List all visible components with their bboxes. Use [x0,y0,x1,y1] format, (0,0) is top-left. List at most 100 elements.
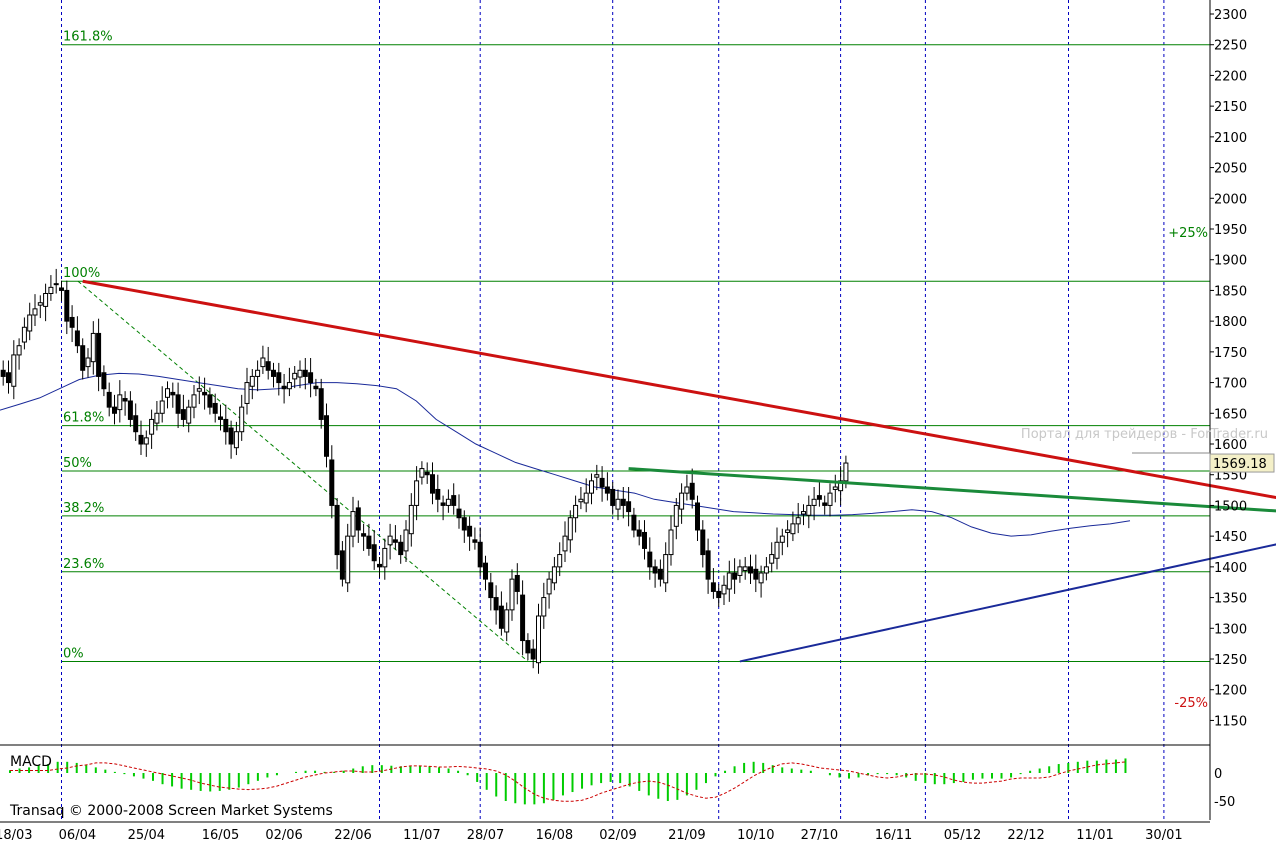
date-tick-label: 30/01 [1145,828,1182,843]
date-tick-label: 06/04 [59,828,96,843]
price-tick-label: 1650 [1214,407,1247,422]
candle-body [387,535,393,546]
price-tick-label: 2250 [1214,39,1247,54]
candle-body [461,517,467,531]
candle-body [620,498,626,506]
price-tick-label: 2150 [1214,100,1247,115]
candle-body [795,517,801,525]
candle-body [414,480,420,506]
candle-body [292,372,298,380]
candle-body [233,431,239,449]
candle-body [170,391,176,396]
last-price-value: 1569.18 [1213,457,1267,472]
candle-body [514,574,520,592]
watermark: Портал для трейдеров - ForTrader.ru [1021,427,1268,442]
candle-body [377,563,382,568]
candle-body [21,326,27,343]
candle-body [127,400,133,420]
candle-body [345,535,351,584]
fib-level-label: 100% [63,266,100,281]
candle-body [779,535,785,543]
candle-body [324,415,329,457]
candle-body [59,287,64,291]
date-tick-label: 18/03 [0,828,33,843]
candle-body [64,289,70,322]
candle-body [578,498,584,503]
candle-body [748,566,753,574]
fibonacci-levels: 161.8% 100% 61.8% 50% 38.2% 23.6% 0% +25% -25% [62,30,1210,711]
candle-body [430,474,435,494]
price-tick-label: 1200 [1214,684,1247,699]
candle-body [382,547,388,568]
candle-body [440,502,446,506]
candle-body [530,648,536,660]
candle-body [143,437,149,445]
price-tick-label: 2200 [1214,69,1247,84]
candle-body [48,286,54,295]
candle-body [785,529,791,533]
date-tick-label: 02/06 [265,828,302,843]
candle-body [53,283,59,286]
candle-body [472,539,478,543]
date-tick-label: 11/01 [1076,828,1113,843]
candle-body [112,406,117,414]
candle-body [732,572,738,580]
price-tick-label: 1350 [1214,592,1247,607]
macd-tick-label: -50 [1214,795,1235,810]
candle-body [74,330,80,347]
price-tick-label: 1750 [1214,346,1247,361]
date-tick-label: 05/12 [944,828,981,843]
moving-average-layer [0,372,1131,537]
candle-body [196,388,202,392]
date-tick-label: 10/10 [737,828,774,843]
candle-body [838,480,844,492]
candle-body [626,501,632,513]
candle-body [684,486,690,494]
candle-body [424,471,430,476]
macd-label: MACD [10,754,52,770]
candle-body [822,502,828,506]
fib-level-label: 50% [63,456,92,471]
candle-body [223,418,229,433]
candle-body [90,332,96,363]
candle-body [467,525,473,537]
price-tick-label: 2050 [1214,162,1247,177]
candle-body [106,391,112,408]
candle-body [435,488,441,500]
macd-tick-label: 0 [1214,767,1222,782]
candle-body [165,388,170,398]
candle-body [763,566,769,574]
percent-label: +25% [1168,226,1208,241]
trendline-support [739,543,1276,663]
candle-body [631,514,637,531]
candle-body [546,578,552,595]
candle-body [69,316,75,328]
candle-body [186,406,192,424]
candle-body [716,590,722,599]
candle-body [96,332,102,377]
candle-body [350,511,356,537]
candle-body [398,541,404,556]
date-tick-label: 25/04 [128,828,165,843]
candle-body [37,302,43,306]
candle-body [16,345,22,356]
candle-body [705,550,711,580]
date-tick-label: 22/06 [334,828,371,843]
candle-body [710,582,716,592]
candle-body [832,486,838,490]
candle-body [652,566,658,574]
candle-body [801,511,806,515]
candle-body [721,584,727,595]
candle-body [488,582,494,599]
candle-body [509,578,515,611]
candle-body [6,372,11,384]
candle-body [726,572,732,590]
candle-body [557,554,563,568]
fib-level-label: 38.2% [63,501,104,516]
candle-body [403,529,409,552]
price-tick-label: 1500 [1214,499,1247,514]
candle-body [271,369,276,377]
